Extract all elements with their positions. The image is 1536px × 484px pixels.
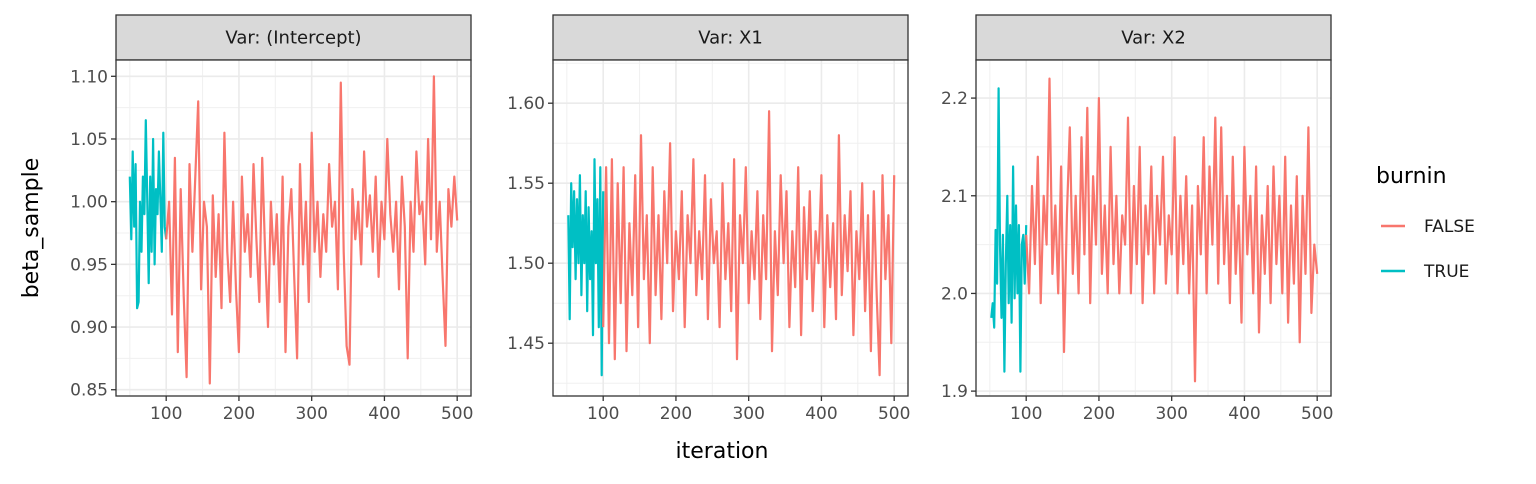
x-axis-title: iteration: [676, 439, 769, 464]
series-line-true: [128, 119, 168, 310]
panel-border: [115, 59, 472, 397]
y-axis-title: beta_sample: [19, 158, 44, 299]
legend: burnin FALSE TRUE: [1376, 164, 1475, 282]
x-tick-label: 200: [660, 404, 692, 424]
panel-border: [975, 59, 1332, 397]
x-tick-label: 500: [441, 404, 473, 424]
series-line-false: [165, 75, 459, 385]
facet-strip-label: Var: X2: [1121, 28, 1186, 49]
facet-panel-3: Var: X2 100 200 300 400 500 1.9 2.0 2.1 2.2: [941, 14, 1333, 424]
y-tick-label: 2.1: [941, 187, 968, 207]
y-tick-label: 2.0: [941, 284, 968, 304]
x-tick-label: 400: [368, 404, 400, 424]
panel-border: [552, 59, 909, 397]
y-tick-label: 1.9: [941, 382, 968, 402]
y-tick-label: 1.60: [507, 94, 545, 114]
y-tick-label: 0.90: [70, 318, 108, 338]
legend-title: burnin: [1376, 164, 1447, 189]
y-tick-label: 0.85: [70, 381, 108, 401]
legend-label-true: TRUE: [1423, 262, 1469, 282]
x-tick-label: 500: [878, 404, 910, 424]
facet-strip: [115, 14, 472, 61]
x-tick-label: 500: [1301, 404, 1333, 424]
y-tick-label: 1.45: [507, 334, 545, 354]
x-tick-label: 400: [1228, 404, 1260, 424]
x-tick-label: 300: [295, 404, 327, 424]
x-tick-label: 400: [805, 404, 837, 424]
series-line-false: [1025, 77, 1319, 383]
x-tick-label: 100: [587, 404, 619, 424]
y-tick-label: 1.00: [70, 193, 108, 213]
facet-panel-2: Var: X1 100 200 300 400 500 1.45 1.50 1.55 1.60: [507, 14, 910, 424]
legend-label-false: FALSE: [1424, 217, 1475, 237]
facet-strip: [975, 14, 1332, 61]
series-line-false: [602, 110, 896, 377]
y-tick-label: 2.2: [941, 89, 968, 109]
x-tick-label: 200: [223, 404, 255, 424]
x-tick-label: 200: [1083, 404, 1115, 424]
y-tick-label: 0.95: [70, 255, 108, 275]
x-tick-label: 100: [1010, 404, 1042, 424]
y-tick-label: 1.55: [507, 174, 545, 194]
x-tick-label: 300: [732, 404, 764, 424]
y-tick-label: 1.10: [70, 67, 108, 87]
series-line-true: [990, 87, 1028, 373]
series-line-true: [567, 158, 605, 377]
y-tick-label: 1.50: [507, 254, 545, 274]
facet-strip-label: Var: X1: [698, 28, 763, 49]
y-tick-label: 1.05: [70, 130, 108, 150]
x-tick-label: 300: [1155, 404, 1187, 424]
x-tick-label: 100: [150, 404, 182, 424]
facet-panel-1: Var: (Intercept) 100 200 300 400 500 0.85 0.90 0…: [70, 14, 473, 424]
facet-strip-label: Var: (Intercept): [225, 28, 361, 49]
